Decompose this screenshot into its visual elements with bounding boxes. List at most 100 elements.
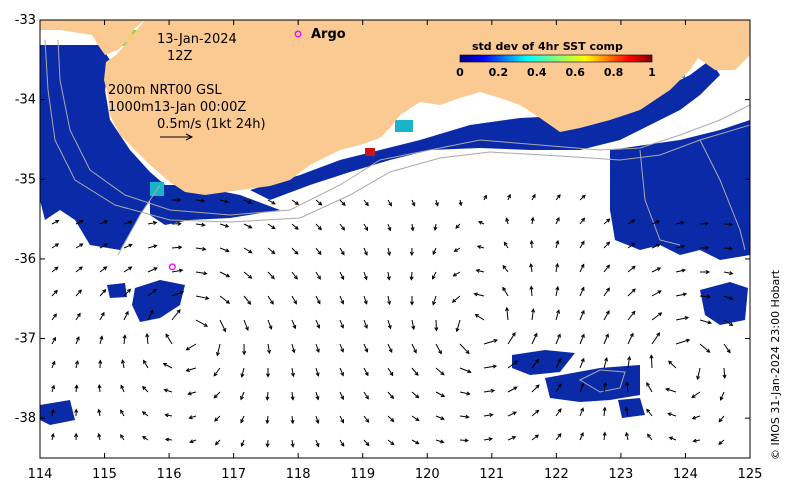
current-vector: [627, 219, 636, 225]
current-vector: [483, 413, 494, 418]
current-vector: [291, 247, 299, 255]
current-vector: [164, 413, 173, 418]
current-vector: [147, 244, 158, 249]
argo-float-marker: [168, 263, 176, 271]
current-vector: [719, 391, 725, 401]
current-vector: [435, 415, 445, 420]
current-vector: [75, 220, 84, 225]
current-vector: [555, 433, 562, 441]
current-vector: [603, 218, 611, 225]
current-vector: [696, 367, 701, 381]
current-vector: [75, 360, 79, 369]
current-vector: [291, 271, 298, 280]
contour-deep-east-2: [699, 139, 746, 251]
current-vector: [387, 439, 395, 446]
current-vector: [363, 319, 368, 329]
current-vector: [579, 382, 585, 393]
current-vector: [315, 247, 322, 256]
current-vector: [555, 383, 562, 393]
current-vector: [243, 199, 253, 204]
sst-patch-bottom: [618, 398, 645, 418]
contour-1000m: [44, 39, 750, 223]
current-vector: [98, 359, 103, 369]
x-tick-label: 124: [673, 467, 698, 482]
current-vector: [651, 220, 661, 225]
contour-200m: [57, 39, 750, 216]
sst-patch-center-south-2: [545, 365, 640, 402]
current-vector: [675, 338, 691, 345]
current-vector: [291, 199, 300, 206]
depth-line-2: 1000m13-Jan 00:00Z: [108, 100, 246, 115]
current-vector: [363, 391, 369, 400]
current-vector: [171, 309, 181, 321]
sst-patch-west-south: [40, 400, 75, 425]
current-vector: [99, 335, 104, 345]
current-vector: [507, 386, 518, 393]
current-vector: [185, 343, 197, 351]
current-vector: [432, 247, 437, 256]
x-tick-label: 117: [221, 467, 246, 482]
current-vector: [74, 384, 79, 393]
colorbar-tick-label: 1: [648, 66, 656, 79]
current-vector: [434, 199, 439, 207]
current-vector: [723, 343, 731, 354]
current-vector: [265, 415, 270, 425]
current-vector: [291, 223, 299, 230]
current-vector: [555, 216, 560, 225]
current-vector: [646, 433, 653, 441]
current-vector: [531, 358, 540, 369]
current-vector: [243, 319, 249, 331]
current-vector: [579, 357, 585, 369]
x-tick-label: 120: [415, 467, 440, 482]
colorbar-tick-label: 0: [456, 66, 464, 79]
current-vector: [315, 223, 322, 231]
current-vector: [290, 367, 295, 378]
contour-west-line: [117, 184, 161, 256]
current-vector: [171, 290, 185, 297]
current-vector: [123, 288, 132, 297]
current-vector: [315, 367, 320, 377]
current-vector: [120, 384, 125, 393]
current-vector: [475, 268, 485, 273]
hour-label: 12Z: [167, 49, 193, 64]
current-vector: [411, 319, 416, 331]
current-vector: [363, 343, 369, 353]
current-vector: [458, 199, 463, 207]
current-vector: [219, 247, 230, 253]
current-vector: [434, 319, 439, 332]
current-vector: [474, 313, 485, 321]
current-vector: [243, 295, 252, 305]
current-vector: [579, 263, 585, 273]
current-vector: [315, 391, 320, 401]
current-vectors: [50, 193, 734, 448]
current-vector: [435, 391, 446, 398]
x-tick-label: 122: [544, 467, 569, 482]
current-vector: [531, 434, 540, 441]
current-vector: [646, 408, 653, 417]
current-vector: [339, 439, 345, 447]
current-vector: [315, 295, 321, 305]
current-vector: [723, 271, 734, 276]
current-vector: [699, 269, 711, 275]
current-vector: [699, 343, 711, 353]
y-tick-label: -38: [15, 411, 36, 426]
current-vector: [603, 333, 609, 345]
current-vector: [51, 360, 56, 369]
current-vector: [267, 271, 275, 280]
sst-accent: [395, 120, 413, 132]
current-vector: [668, 436, 677, 441]
current-vector: [213, 367, 221, 377]
current-vector: [51, 266, 59, 273]
current-vector: [624, 431, 629, 441]
current-vector: [143, 359, 149, 369]
current-vector: [387, 415, 395, 423]
current-vector: [163, 388, 173, 393]
current-vector: [219, 199, 229, 204]
current-vector: [667, 412, 677, 417]
current-vector: [555, 194, 561, 201]
current-vector: [51, 220, 60, 225]
current-vector: [718, 439, 725, 445]
current-vector: [265, 439, 270, 448]
current-vector: [363, 223, 369, 232]
current-vector: [723, 246, 734, 251]
